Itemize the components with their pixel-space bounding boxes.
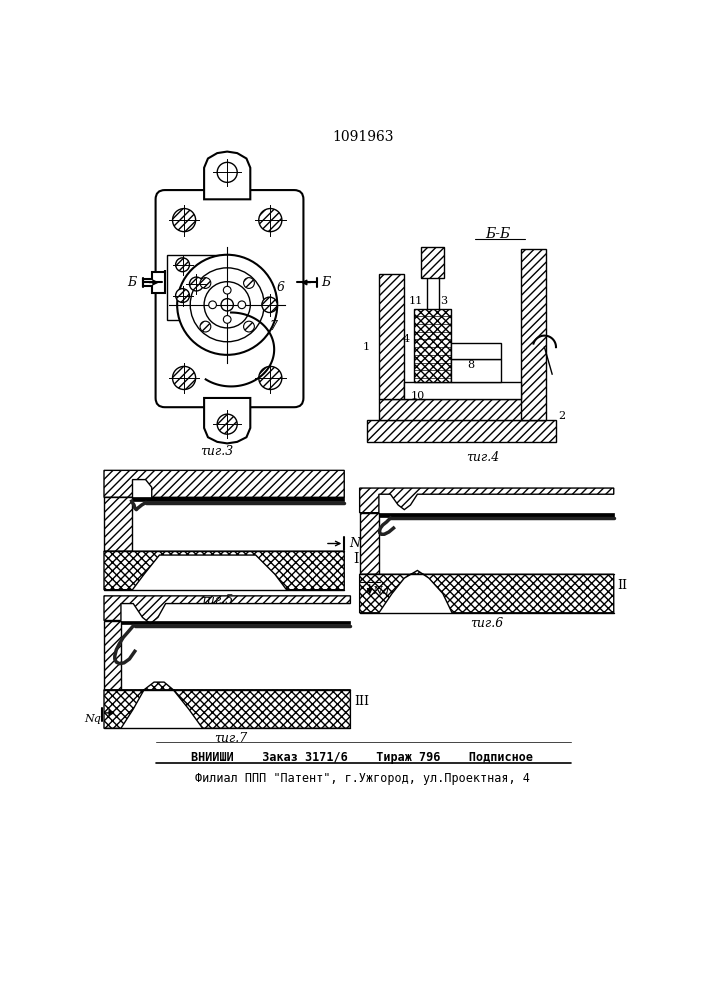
Circle shape (200, 321, 211, 332)
Text: III: III (354, 695, 369, 708)
Text: 6: 6 (277, 281, 285, 294)
Bar (167, 255, 219, 320)
Polygon shape (204, 398, 250, 443)
Circle shape (259, 209, 282, 232)
Text: 2: 2 (559, 411, 566, 421)
Text: τиг.3: τиг.3 (201, 445, 234, 458)
Bar (132, 497, 344, 501)
Circle shape (238, 301, 246, 309)
Polygon shape (104, 551, 344, 590)
Circle shape (217, 414, 238, 434)
Text: 11: 11 (409, 296, 423, 306)
Text: Филиал ППП "Патент", г.Ужгород, ул.Проектная, 4: Филиал ППП "Патент", г.Ужгород, ул.Проек… (194, 772, 530, 785)
Text: 1091963: 1091963 (332, 130, 394, 144)
Bar (368, 420, 556, 442)
Text: Nq: Nq (84, 714, 101, 724)
Bar (104, 620, 121, 690)
Bar (414, 309, 450, 382)
Circle shape (223, 286, 231, 294)
Circle shape (221, 299, 233, 311)
Circle shape (244, 321, 255, 332)
Text: Б-Б: Б-Б (486, 227, 511, 241)
Circle shape (262, 297, 277, 312)
Polygon shape (104, 682, 351, 728)
Circle shape (177, 255, 277, 355)
Circle shape (223, 316, 231, 323)
Circle shape (189, 277, 204, 291)
Text: 1: 1 (363, 342, 370, 352)
Circle shape (190, 268, 264, 342)
Circle shape (217, 162, 238, 182)
Text: I: I (354, 552, 359, 566)
Circle shape (175, 289, 189, 302)
Text: τиг.6: τиг.6 (470, 616, 503, 629)
Circle shape (209, 301, 216, 309)
Bar (121, 620, 351, 624)
Polygon shape (143, 270, 165, 293)
Text: τиг.7: τиг.7 (214, 732, 247, 745)
Text: N: N (349, 537, 360, 550)
Bar (404, 382, 521, 399)
Text: 3: 3 (440, 296, 447, 306)
Text: ВНИИШИ    Заказ 3171/6    Тираж 796    Подписное: ВНИИШИ Заказ 3171/6 Тираж 796 Подписное (191, 751, 533, 764)
Bar (521, 249, 546, 420)
Bar (450, 343, 501, 359)
Bar (450, 359, 501, 382)
Bar (360, 513, 379, 574)
Circle shape (244, 278, 255, 288)
Circle shape (200, 278, 211, 288)
Text: 8: 8 (467, 360, 474, 370)
Polygon shape (104, 596, 351, 624)
Bar (421, 247, 444, 278)
Text: 10: 10 (410, 391, 424, 401)
Text: 4: 4 (402, 334, 409, 344)
Polygon shape (204, 152, 250, 199)
Circle shape (259, 366, 282, 389)
Bar (379, 274, 404, 399)
Bar (104, 497, 132, 551)
Text: Б: Б (127, 276, 136, 289)
Circle shape (173, 209, 196, 232)
Text: II: II (618, 579, 628, 592)
Circle shape (173, 366, 196, 389)
Bar (379, 513, 614, 517)
Bar (379, 399, 544, 420)
FancyBboxPatch shape (156, 190, 303, 407)
Polygon shape (104, 470, 344, 497)
Circle shape (175, 258, 189, 272)
Text: τиг.4: τиг.4 (466, 451, 499, 464)
Polygon shape (360, 570, 614, 613)
Text: Б: Б (321, 276, 330, 289)
Text: 7: 7 (269, 320, 277, 333)
Polygon shape (360, 488, 614, 513)
Text: Nq: Nq (372, 586, 389, 596)
Circle shape (204, 282, 250, 328)
Text: τиг.5: τиг.5 (201, 593, 234, 606)
